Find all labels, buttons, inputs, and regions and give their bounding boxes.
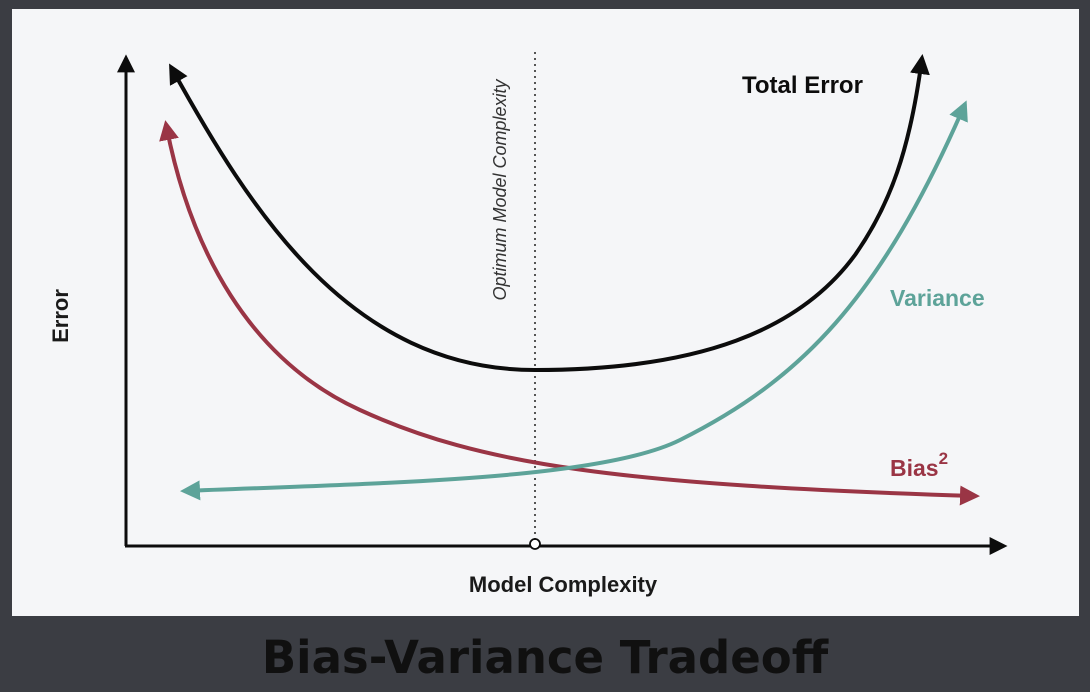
bias-variance-diagram: Error Model Complexity Optimum Model Com… <box>48 52 1008 597</box>
variance-curve <box>180 100 968 501</box>
total-error-curve <box>169 54 930 373</box>
title-banner <box>0 616 1090 692</box>
bias-superscript: 2 <box>939 449 948 468</box>
bias-label-text: Bias <box>890 455 939 481</box>
optimum-marker <box>529 538 541 550</box>
optimum-label: Optimum Model Complexity <box>490 78 510 300</box>
x-axis-label: Model Complexity <box>469 572 658 597</box>
bias-squared-curve <box>159 120 980 506</box>
variance-label: Variance <box>890 285 985 311</box>
page-title: Bias-Variance Tradeoff <box>261 631 829 684</box>
y-axis-label: Error <box>48 289 73 343</box>
total-error-label: Total Error <box>742 72 863 99</box>
bias-squared-label: Bias2 <box>890 449 948 481</box>
